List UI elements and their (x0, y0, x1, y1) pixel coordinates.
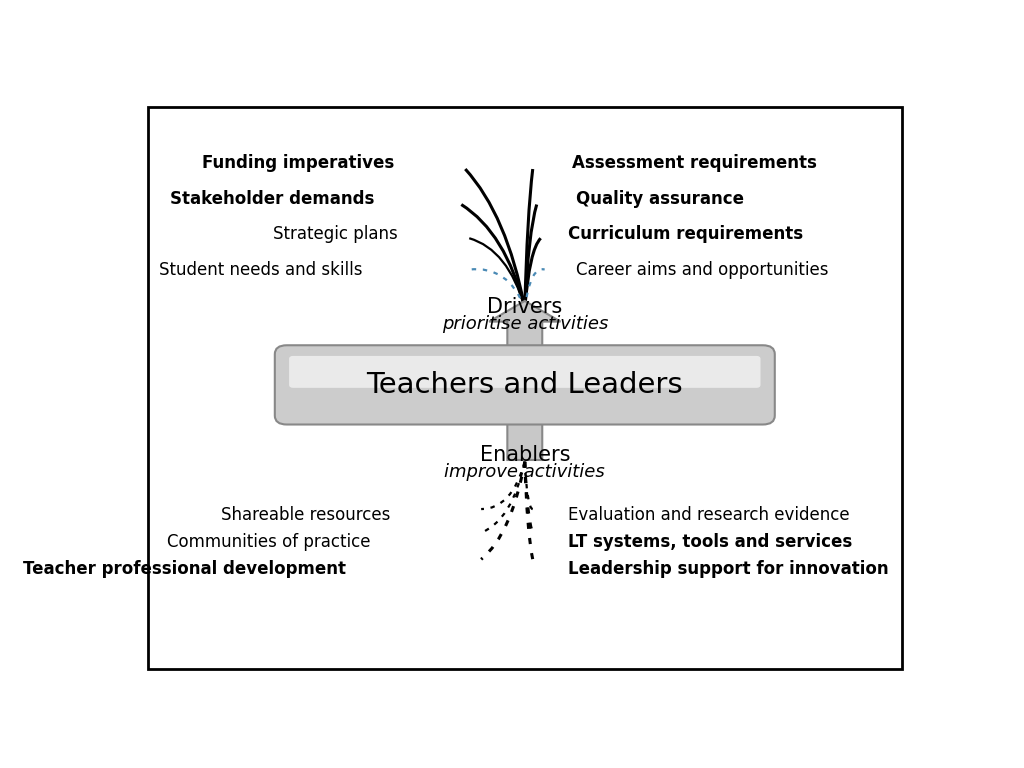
Text: Strategic plans: Strategic plans (273, 225, 397, 243)
Text: Quality assurance: Quality assurance (577, 190, 744, 207)
Text: improve activities: improve activities (444, 462, 605, 481)
Text: LT systems, tools and services: LT systems, tools and services (568, 532, 853, 551)
Text: Shareable resources: Shareable resources (220, 506, 390, 524)
Text: Career aims and opportunities: Career aims and opportunities (577, 260, 828, 279)
Text: Teachers and Leaders: Teachers and Leaders (367, 371, 683, 399)
FancyBboxPatch shape (289, 356, 761, 388)
Text: Funding imperatives: Funding imperatives (202, 154, 394, 172)
Polygon shape (489, 415, 560, 460)
Text: Student needs and skills: Student needs and skills (159, 260, 362, 279)
FancyBboxPatch shape (274, 346, 775, 425)
Text: Drivers: Drivers (487, 297, 562, 317)
Text: Evaluation and research evidence: Evaluation and research evidence (568, 506, 850, 524)
Polygon shape (489, 301, 560, 354)
Text: Leadership support for innovation: Leadership support for innovation (568, 561, 889, 578)
Text: Enablers: Enablers (479, 445, 570, 465)
Text: Curriculum requirements: Curriculum requirements (568, 225, 804, 243)
Text: Communities of practice: Communities of practice (167, 532, 370, 551)
Text: prioritise activities: prioritise activities (441, 315, 608, 333)
Text: Teacher professional development: Teacher professional development (24, 561, 346, 578)
Text: Stakeholder demands: Stakeholder demands (170, 190, 374, 207)
Text: Assessment requirements: Assessment requirements (572, 154, 817, 172)
